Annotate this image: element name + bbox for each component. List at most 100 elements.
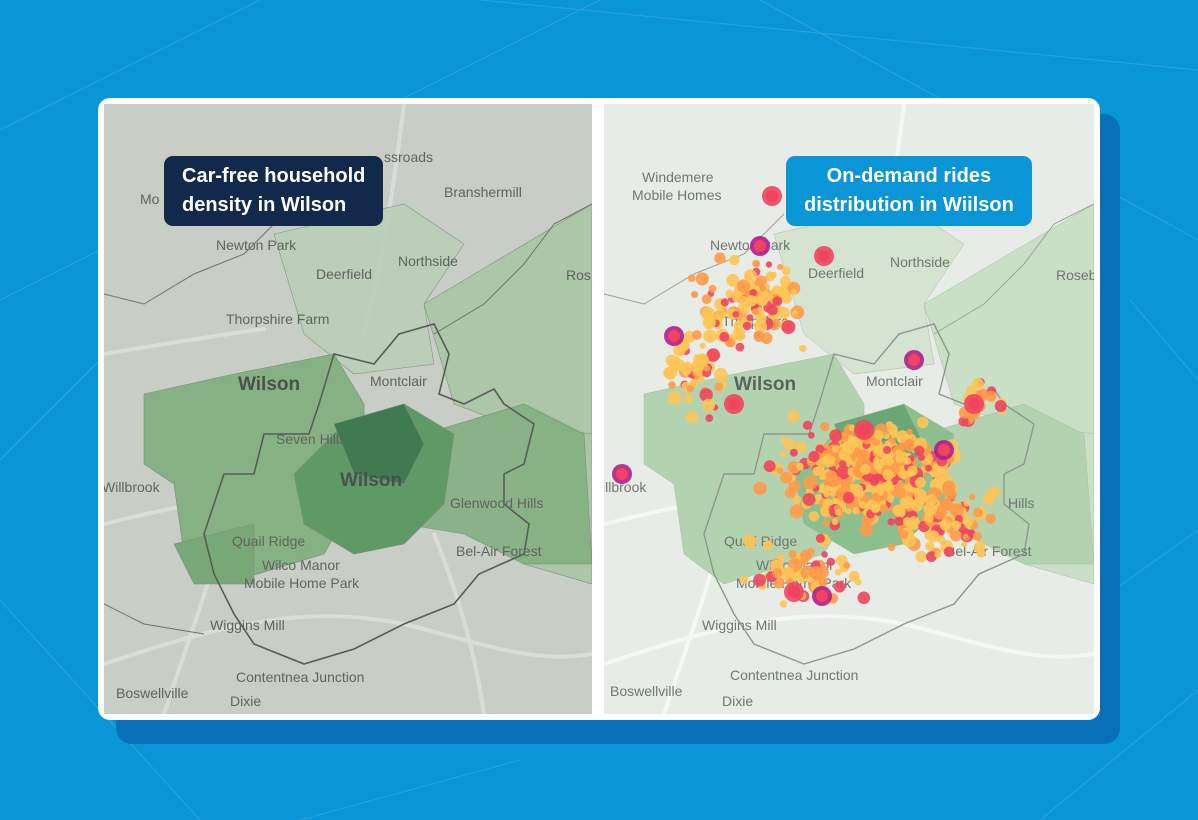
ride-dot [860, 464, 871, 475]
place-mobile-homes: Mobile Homes [632, 187, 721, 203]
ride-dot [781, 320, 796, 335]
ride-dot [939, 519, 952, 531]
ride-dot [691, 379, 699, 387]
ride-dot [739, 575, 749, 584]
ride-dot [913, 488, 927, 502]
ride-dot [840, 482, 848, 490]
ride-dot [776, 467, 784, 474]
ride-dot [951, 520, 962, 530]
ride-dot [917, 416, 929, 429]
place-boswellville: Boswellville [116, 685, 189, 701]
place-wilson-label-r: Wilson [734, 374, 796, 395]
ride-dot [765, 271, 776, 282]
ride-dot [950, 530, 962, 542]
ride-dot [857, 449, 870, 462]
place-contentnea-junction: Contentnea Junction [236, 669, 364, 685]
rides-map-panel[interactable]: Windemere Mobile Homes Newton Park Deerf… [604, 104, 1094, 714]
ride-dot [695, 272, 709, 286]
ride-dot [702, 316, 716, 330]
ride-dot [779, 600, 788, 608]
ride-dot [845, 508, 852, 515]
ride-dot [821, 551, 828, 558]
density-map-panel[interactable]: ssroads Branshermill Mo Newton Park Deer… [104, 104, 592, 714]
ride-hotspot-core [788, 586, 800, 598]
ride-dot [705, 414, 714, 422]
density-title-line1: Car-free household [182, 165, 366, 187]
ride-dot [683, 361, 692, 370]
ride-dot [781, 573, 789, 581]
ride-dot [973, 541, 986, 553]
ride-dot [808, 431, 815, 439]
rides-title-line2: distribution in Wiilson [804, 194, 1014, 216]
place-thorpshire-farm: Thorpshire Farm [226, 311, 329, 327]
ride-dot [742, 321, 752, 331]
ride-dot [714, 252, 726, 264]
ride-dot [836, 465, 851, 480]
ride-dot [784, 487, 796, 499]
place-wilco-manor: Wilco Manor [262, 557, 340, 573]
rides-map: Windemere Mobile Homes Newton Park Deerf… [604, 104, 1094, 714]
ride-dot [787, 281, 801, 295]
ride-dot [887, 543, 896, 552]
ride-dot [815, 444, 825, 454]
ride-dot [873, 459, 884, 471]
ride-dot [859, 522, 874, 537]
ride-dot [714, 309, 726, 321]
ride-dot [802, 493, 816, 506]
ride-dot [831, 518, 839, 525]
ride-dot [738, 295, 748, 306]
place-hills: Hills [1008, 495, 1034, 511]
ride-dot [732, 294, 740, 302]
ride-dot [817, 464, 825, 472]
ride-dot [906, 428, 913, 436]
ride-dot [808, 511, 820, 522]
ride-dot [985, 390, 997, 402]
place-wiggins-mill-r: Wiggins Mill [702, 617, 777, 633]
zone-top-core [333, 403, 425, 485]
rides-title-line1: On-demand rides [826, 165, 992, 187]
place-deerfield-r: Deerfield [808, 265, 864, 281]
ride-dot [822, 519, 830, 528]
ride-dot [780, 471, 793, 484]
ride-dot [832, 476, 842, 486]
ride-dot [834, 581, 846, 593]
ride-dot [792, 495, 802, 504]
ride-dot [942, 480, 956, 494]
ride-dot [896, 430, 909, 443]
place-deerfield: Deerfield [316, 266, 372, 282]
place-dixie: Dixie [230, 693, 261, 709]
zone-mid-southwest [173, 523, 255, 585]
ride-dot [751, 308, 759, 316]
place-ros: Ros [566, 267, 591, 283]
ride-dots-layer [612, 186, 1007, 608]
ride-dot [735, 342, 745, 352]
ride-dot [829, 490, 837, 497]
ride-dot [743, 534, 757, 548]
ride-dot [958, 416, 969, 427]
place-northside-r: Northside [890, 254, 950, 270]
ride-dot [887, 496, 894, 503]
ride-dot [873, 429, 884, 440]
ride-dot [778, 287, 789, 297]
ride-dot [719, 331, 730, 342]
ride-dot [808, 451, 820, 463]
ride-dot [870, 503, 881, 514]
place-wilson-center: Wilson [340, 470, 402, 491]
place-wilson-label: Wilson [238, 374, 300, 395]
place-glenwood-hills: Glenwood Hills [450, 495, 543, 511]
ride-dot [817, 484, 826, 493]
ride-dot [740, 304, 751, 314]
ride-dot [820, 422, 830, 432]
ride-dot [883, 446, 891, 454]
ride-dot [809, 566, 823, 580]
comparison-card: ssroads Branshermill Mo Newton Park Deer… [98, 98, 1100, 720]
ride-dot [691, 291, 699, 299]
ride-hotspot-core [816, 590, 828, 602]
ride-dot [815, 533, 825, 543]
ride-dot [894, 516, 904, 526]
ride-dot [879, 504, 888, 513]
ride-dot [969, 493, 976, 501]
ride-dot [848, 424, 856, 432]
city-boundary [203, 323, 535, 665]
ride-dot [907, 469, 915, 477]
